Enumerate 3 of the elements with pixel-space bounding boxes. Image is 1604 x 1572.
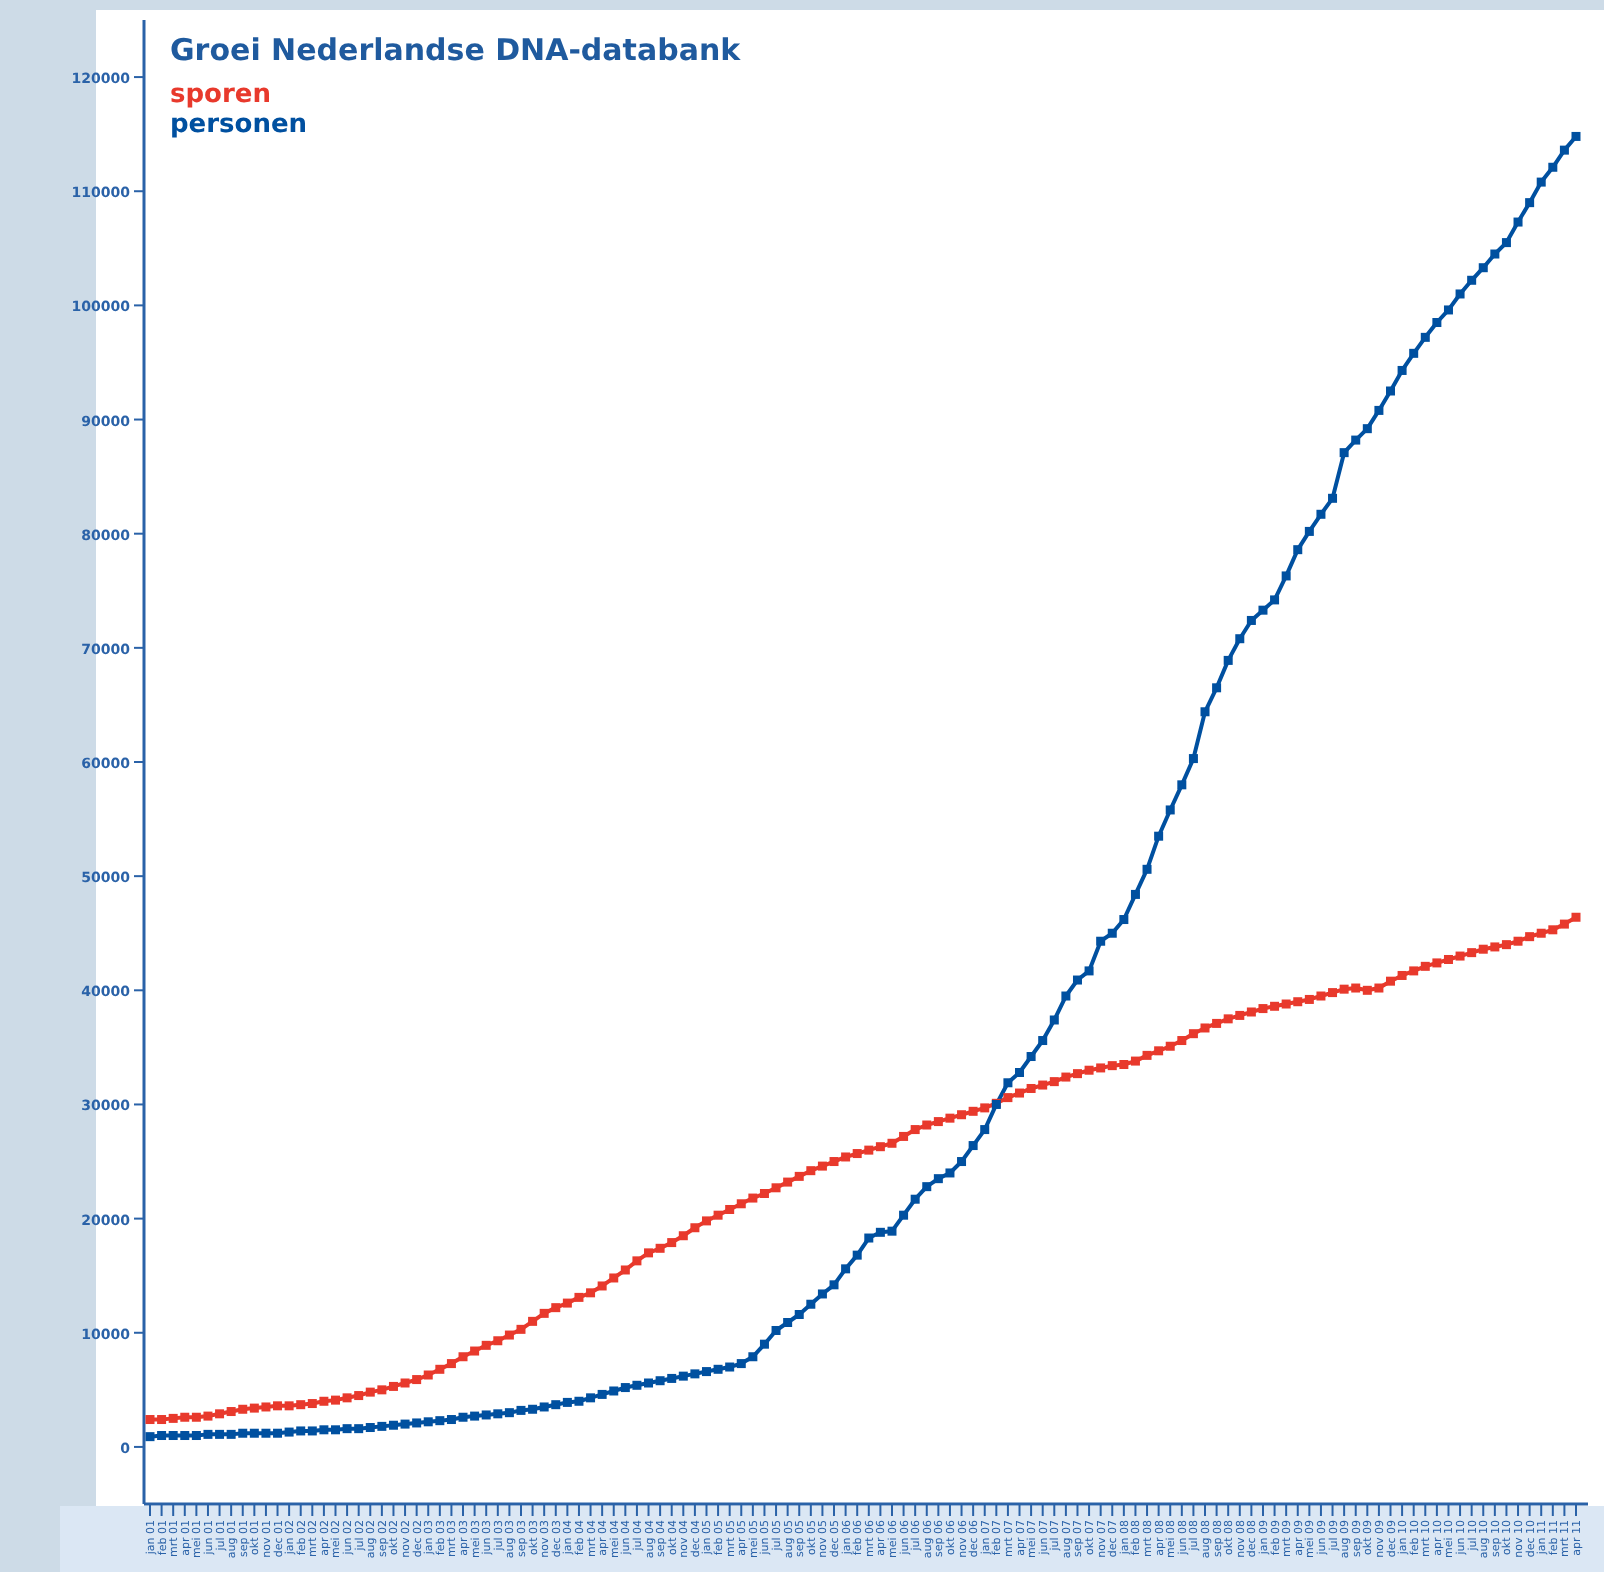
text: sporen (170, 80, 273, 110)
text: personen (170, 110, 308, 140)
chart-title: Groei Nederlandse DNA-databank (170, 32, 741, 68)
